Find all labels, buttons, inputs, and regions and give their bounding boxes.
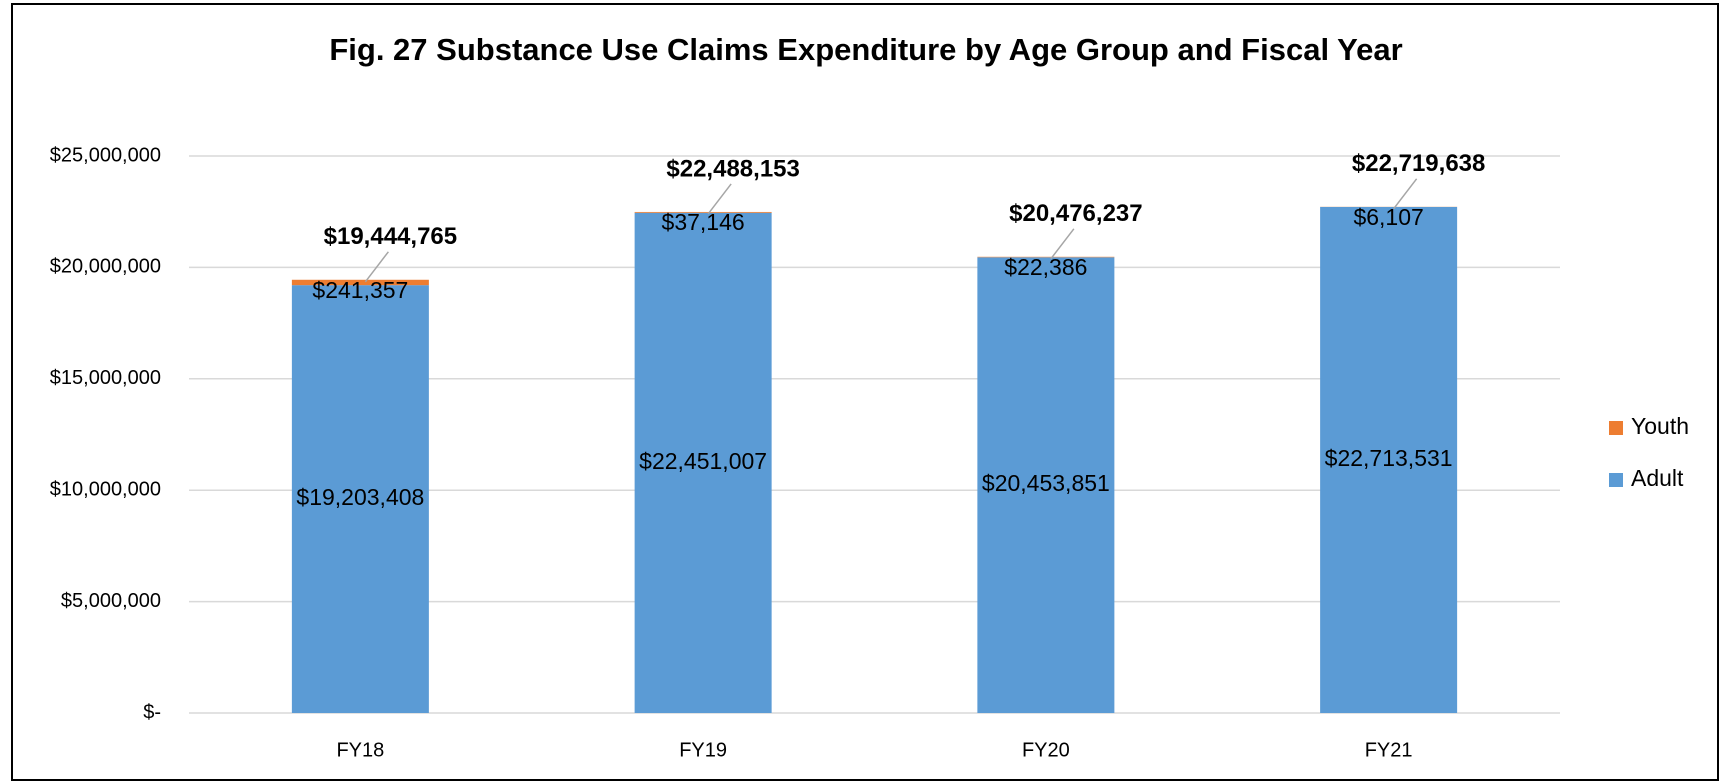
total-label: $22,488,153 [666, 155, 799, 182]
leader-line [1393, 178, 1418, 210]
data-label: $6,107 [1353, 204, 1423, 230]
x-tick-label: FY21 [1365, 739, 1413, 761]
data-label: $241,357 [312, 277, 408, 303]
data-label: $37,146 [662, 209, 745, 235]
leader-line [364, 251, 389, 283]
legend-label: Adult [1631, 465, 1684, 491]
y-tick-label: $15,000,000 [50, 367, 161, 389]
total-label: $22,719,638 [1352, 150, 1485, 177]
y-tick-label: $10,000,000 [50, 478, 161, 500]
data-label: $22,386 [1004, 254, 1087, 280]
data-label: $19,203,408 [296, 484, 424, 510]
chart-frame [11, 3, 1719, 781]
data-label: $20,453,851 [982, 470, 1110, 496]
y-tick-label: $25,000,000 [50, 144, 161, 166]
bar-segment [1320, 206, 1458, 713]
y-tick-label: $- [143, 701, 161, 723]
x-tick-label: FY18 [336, 739, 384, 761]
x-tick-label: FY20 [1022, 739, 1070, 761]
leader-line [1050, 228, 1075, 260]
y-tick-label: $5,000,000 [61, 590, 161, 612]
legend-swatch [1609, 473, 1623, 487]
data-label: $22,713,531 [1325, 445, 1453, 471]
data-label: $22,451,007 [639, 448, 767, 474]
total-label: $19,444,765 [324, 223, 457, 250]
x-tick-label: FY19 [679, 739, 727, 761]
legend-swatch [1609, 421, 1623, 435]
legend-label: Youth [1631, 413, 1689, 439]
bar-segment [634, 212, 772, 713]
bar-segment [634, 211, 772, 213]
bar-segment [291, 285, 429, 713]
y-tick-label: $20,000,000 [50, 256, 161, 278]
total-label: $20,476,237 [1009, 200, 1142, 227]
leader-line [707, 183, 732, 215]
chart-title: Fig. 27 Substance Use Claims Expenditure… [329, 32, 1402, 67]
bar-segment [977, 257, 1115, 713]
bar-segment [291, 279, 429, 286]
